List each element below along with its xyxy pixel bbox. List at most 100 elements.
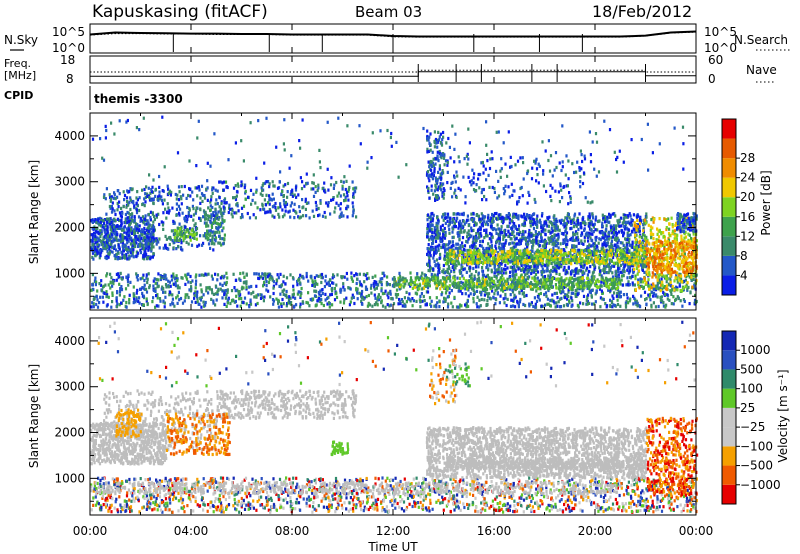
data-point bbox=[355, 272, 358, 276]
data-point bbox=[321, 292, 324, 296]
data-point bbox=[292, 295, 295, 299]
data-point bbox=[123, 254, 126, 258]
data-point bbox=[374, 301, 378, 305]
data-point bbox=[317, 183, 320, 187]
data-point bbox=[502, 257, 505, 261]
data-point bbox=[214, 209, 217, 213]
data-point bbox=[574, 294, 577, 298]
data-point bbox=[629, 214, 632, 218]
data-point bbox=[195, 295, 199, 299]
data-point bbox=[125, 196, 129, 200]
data-point bbox=[199, 283, 202, 287]
data-point bbox=[164, 234, 167, 238]
data-point bbox=[427, 176, 430, 180]
data-point bbox=[508, 276, 511, 280]
data-point bbox=[141, 286, 144, 290]
data-point bbox=[126, 257, 129, 261]
data-point bbox=[498, 270, 501, 274]
data-point bbox=[106, 234, 110, 238]
data-point bbox=[328, 278, 332, 282]
data-point bbox=[593, 222, 596, 226]
data-point bbox=[460, 222, 463, 226]
data-point bbox=[139, 239, 142, 244]
data-point bbox=[116, 217, 119, 221]
data-point bbox=[502, 271, 505, 275]
data-point bbox=[147, 272, 150, 276]
data-point bbox=[180, 241, 183, 245]
data-point bbox=[94, 241, 97, 245]
data-point bbox=[315, 204, 318, 208]
data-point bbox=[658, 286, 661, 290]
data-point bbox=[212, 186, 215, 190]
data-point bbox=[135, 227, 139, 231]
data-point bbox=[603, 241, 606, 245]
data-point bbox=[298, 281, 301, 285]
data-point bbox=[620, 278, 623, 282]
data-point bbox=[551, 235, 554, 239]
data-point bbox=[196, 297, 199, 301]
data-point bbox=[623, 227, 626, 231]
data-point bbox=[342, 214, 345, 218]
data-point bbox=[575, 236, 578, 240]
data-point bbox=[567, 290, 570, 294]
data-point bbox=[180, 202, 183, 206]
data-point bbox=[639, 280, 642, 284]
data-point bbox=[154, 194, 157, 198]
data-point bbox=[291, 194, 294, 198]
data-point bbox=[434, 185, 437, 189]
data-point bbox=[507, 282, 510, 286]
data-point bbox=[568, 216, 571, 220]
data-point bbox=[447, 302, 450, 306]
data-point bbox=[167, 279, 170, 283]
data-point bbox=[272, 184, 275, 188]
data-point bbox=[425, 303, 428, 307]
data-point bbox=[546, 265, 549, 270]
data-point bbox=[426, 170, 430, 174]
data-point bbox=[155, 294, 158, 298]
data-point bbox=[316, 188, 319, 193]
data-point bbox=[190, 287, 193, 291]
data-point bbox=[133, 242, 136, 246]
data-point bbox=[563, 219, 566, 223]
data-point bbox=[480, 290, 483, 295]
data-point bbox=[285, 304, 288, 308]
data-point bbox=[113, 254, 116, 258]
data-point bbox=[289, 192, 292, 196]
data-point bbox=[479, 228, 482, 232]
data-point bbox=[263, 207, 266, 211]
data-point bbox=[238, 290, 241, 294]
data-point bbox=[122, 226, 125, 230]
data-point bbox=[434, 183, 437, 187]
data-point bbox=[637, 278, 640, 282]
data-point bbox=[438, 151, 441, 156]
data-point bbox=[99, 220, 102, 225]
data-point bbox=[492, 214, 495, 218]
data-point bbox=[351, 214, 354, 218]
data-point bbox=[239, 216, 242, 220]
data-point bbox=[479, 231, 482, 236]
data-point bbox=[452, 212, 455, 216]
data-point bbox=[373, 303, 376, 307]
data-point bbox=[552, 299, 555, 303]
data-point bbox=[95, 295, 98, 299]
data-point bbox=[204, 272, 207, 276]
data-point bbox=[332, 197, 335, 202]
data-point bbox=[117, 238, 120, 242]
data-point bbox=[585, 298, 588, 302]
data-point bbox=[195, 273, 198, 277]
data-point bbox=[143, 217, 147, 222]
data-point bbox=[505, 303, 508, 308]
data-point bbox=[275, 297, 278, 301]
data-point bbox=[450, 301, 453, 305]
data-point bbox=[113, 238, 116, 242]
data-point bbox=[199, 234, 202, 238]
data-point bbox=[141, 303, 144, 307]
data-point bbox=[487, 268, 490, 272]
data-point bbox=[610, 225, 613, 230]
data-point bbox=[193, 293, 196, 298]
data-point bbox=[536, 276, 539, 280]
data-point bbox=[196, 186, 199, 190]
data-point bbox=[111, 291, 114, 295]
data-point bbox=[665, 274, 668, 278]
data-point bbox=[610, 264, 614, 268]
